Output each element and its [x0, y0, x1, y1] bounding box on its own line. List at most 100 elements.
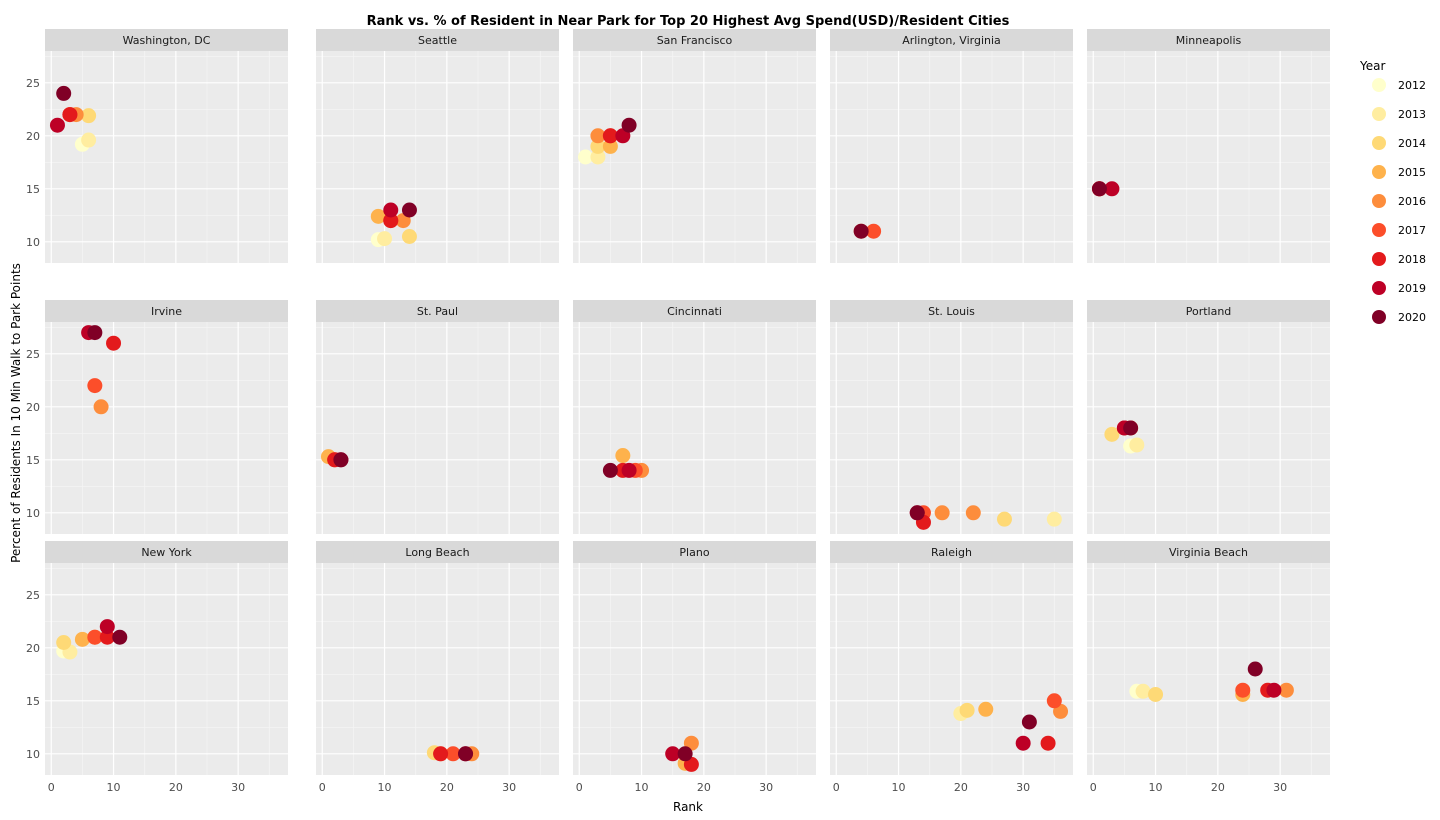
data-point [49, 117, 65, 133]
data-point [106, 335, 122, 351]
panel-background [316, 51, 559, 263]
legend-label: 2014 [1398, 137, 1426, 150]
facet-strip [573, 300, 816, 322]
data-point [621, 462, 637, 478]
facet-strip-label: Virginia Beach [1169, 546, 1248, 559]
facet-strip-label: Washington, DC [123, 34, 211, 47]
y-tick-label: 10 [26, 748, 40, 761]
legend-label: 2013 [1398, 108, 1426, 121]
facet-panel: Minneapolis [1087, 29, 1330, 263]
facet-panel: New York 10 15 20 25 0 10 20 30 [26, 541, 288, 794]
x-tick-label: 10 [635, 781, 649, 794]
facet-strip-label: Seattle [418, 34, 457, 47]
data-point [577, 149, 593, 165]
legend: Year 2012 2013 2014 2015 2016 2017 2018 2019 202… [1359, 59, 1426, 324]
facet-strip [830, 300, 1073, 322]
data-point [1021, 714, 1037, 730]
panel-background [45, 563, 288, 775]
panel-background [45, 322, 288, 534]
data-point [1135, 683, 1151, 699]
facet-panel: Cincinnati [573, 300, 816, 534]
y-tick-label: 25 [26, 589, 40, 602]
facet-strip [45, 300, 288, 322]
panel-background [316, 563, 559, 775]
x-tick-label: 20 [1211, 781, 1225, 794]
panel-background [573, 322, 816, 534]
data-point [93, 399, 109, 415]
data-point [56, 85, 72, 101]
data-point [1235, 682, 1251, 698]
legend-label: 2017 [1398, 224, 1426, 237]
legend-label: 2018 [1398, 253, 1426, 266]
data-point [87, 325, 103, 341]
data-point [81, 108, 97, 124]
panel-background [830, 322, 1073, 534]
legend-swatch [1372, 194, 1386, 208]
data-point [1015, 735, 1031, 751]
chart-title: Rank vs. % of Resident in Near Park for … [367, 14, 1010, 29]
panel-background [316, 322, 559, 534]
panel-background [573, 51, 816, 263]
data-points [56, 619, 128, 660]
x-tick-label: 0 [319, 781, 326, 794]
x-tick-label: 20 [697, 781, 711, 794]
data-point [1040, 735, 1056, 751]
facet-panel: Virginia Beach 0 10 20 30 [1087, 541, 1330, 794]
legend-swatch [1372, 223, 1386, 237]
x-tick-label: 30 [502, 781, 516, 794]
data-point [996, 511, 1012, 527]
data-points [1091, 181, 1120, 197]
data-point [433, 746, 449, 762]
data-point [1247, 661, 1263, 677]
data-point [1123, 420, 1139, 436]
data-point [62, 107, 78, 123]
y-tick-label: 25 [26, 77, 40, 90]
facet-strip-label: Long Beach [405, 546, 469, 559]
legend-swatch [1372, 281, 1386, 295]
legend-title: Year [1359, 59, 1385, 73]
facet-strip [573, 29, 816, 51]
data-point [1046, 511, 1062, 527]
facet-strip [830, 29, 1073, 51]
x-axis-title: Rank [673, 800, 703, 814]
y-tick-label: 25 [26, 348, 40, 361]
facet-strip-label: St. Paul [417, 305, 458, 318]
facet-strip-label: St. Louis [928, 305, 975, 318]
legend-label: 2012 [1398, 79, 1426, 92]
data-point [1129, 437, 1145, 453]
data-point [1104, 426, 1120, 442]
facet-panel: Portland [1087, 300, 1330, 534]
y-tick-label: 20 [26, 401, 40, 414]
x-tick-label: 0 [48, 781, 55, 794]
data-point [401, 229, 417, 244]
legend-label: 2019 [1398, 282, 1426, 295]
data-point [81, 132, 97, 148]
data-point [590, 149, 606, 165]
facet-panel: St. Louis [830, 300, 1073, 534]
data-point [87, 629, 103, 645]
facet-strip [45, 541, 288, 563]
panel-background [830, 563, 1073, 775]
panel-background [45, 51, 288, 263]
x-tick-label: 30 [759, 781, 773, 794]
facet-panels: Washington, DC 10 15 20 25 Seattle San Francis… [26, 29, 1330, 794]
data-point [99, 629, 115, 645]
y-tick-label: 15 [26, 695, 40, 708]
facet-strip-label: Portland [1186, 305, 1232, 318]
facet-panel: St. Paul [316, 300, 559, 534]
facet-panel: Washington, DC 10 15 20 25 [26, 29, 288, 263]
data-point [590, 138, 606, 154]
facet-panel: San Francisco [573, 29, 816, 263]
x-tick-label: 30 [231, 781, 245, 794]
legend-label: 2020 [1398, 311, 1426, 324]
data-point [934, 505, 950, 521]
data-point [602, 462, 618, 478]
data-point [56, 635, 72, 650]
data-points [1129, 661, 1294, 702]
data-point [866, 223, 882, 239]
y-tick-label: 15 [26, 183, 40, 196]
data-point [590, 128, 606, 144]
data-point [383, 213, 399, 229]
facet-strip [316, 300, 559, 322]
facet-panel: Long Beach 0 10 20 30 [316, 541, 559, 794]
